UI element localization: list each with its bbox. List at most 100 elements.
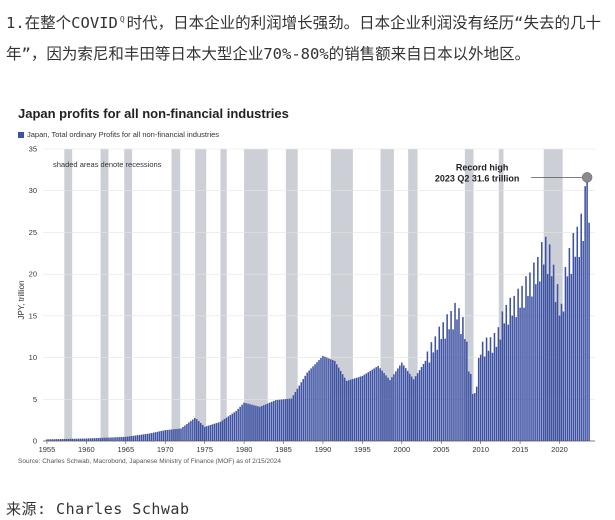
bar-209 bbox=[458, 308, 460, 441]
bar-250 bbox=[539, 281, 541, 441]
bar-55 bbox=[154, 432, 157, 441]
x-tick-label-10: 2005 bbox=[433, 445, 450, 454]
chart-legend: Japan, Total ordinary Profits for all no… bbox=[18, 130, 219, 139]
legend-label: Japan, Total ordinary Profits for all no… bbox=[27, 130, 220, 139]
bar-36 bbox=[117, 437, 119, 441]
x-tick-label-13: 2020 bbox=[551, 445, 568, 454]
bar-138 bbox=[318, 360, 320, 441]
recession-band-11 bbox=[464, 149, 474, 441]
bar-262 bbox=[562, 311, 565, 441]
bar-96 bbox=[235, 410, 237, 441]
record-high-marker bbox=[581, 172, 593, 183]
bar-118 bbox=[278, 399, 281, 441]
bar-74 bbox=[192, 419, 194, 441]
bar-243 bbox=[525, 276, 527, 441]
bar-206 bbox=[452, 329, 454, 441]
bar-270 bbox=[578, 257, 580, 441]
y-tick-label-5: 25 bbox=[29, 228, 37, 237]
bar-103 bbox=[249, 404, 251, 441]
bar-258 bbox=[554, 302, 557, 441]
bar-166 bbox=[373, 368, 375, 441]
y-tick-label-4: 20 bbox=[29, 270, 37, 279]
bar-211 bbox=[462, 317, 464, 441]
bar-68 bbox=[180, 428, 182, 441]
bar-182 bbox=[404, 368, 407, 441]
bar-164 bbox=[369, 370, 372, 441]
bar-15 bbox=[75, 438, 78, 441]
bar-35 bbox=[115, 437, 117, 441]
bar-176 bbox=[393, 374, 395, 441]
bar-259 bbox=[556, 284, 559, 441]
bar-149 bbox=[339, 370, 342, 441]
bar-146 bbox=[334, 360, 336, 441]
recession-band-7 bbox=[285, 149, 298, 441]
bar-191 bbox=[422, 363, 425, 441]
x-tick-label-2: 1965 bbox=[117, 445, 134, 454]
bar-240 bbox=[519, 307, 521, 441]
bar-44 bbox=[132, 435, 135, 441]
bar-62 bbox=[168, 429, 170, 441]
bar-135 bbox=[312, 366, 314, 441]
bar-83 bbox=[209, 424, 212, 441]
bar-92 bbox=[227, 416, 230, 441]
bar-204 bbox=[448, 329, 450, 441]
bar-16 bbox=[77, 438, 80, 441]
bar-39 bbox=[123, 436, 125, 441]
bar-202 bbox=[444, 338, 446, 441]
recession-band-0 bbox=[64, 149, 73, 441]
bar-187 bbox=[414, 376, 417, 441]
x-tick-label-5: 1980 bbox=[236, 445, 253, 454]
bar-255 bbox=[548, 244, 551, 441]
bar-272 bbox=[582, 241, 584, 441]
bar-130 bbox=[302, 379, 304, 441]
bar-3 bbox=[52, 439, 54, 441]
bar-2 bbox=[50, 439, 52, 441]
bar-20 bbox=[85, 438, 88, 441]
bar-274 bbox=[586, 177, 588, 441]
bar-171 bbox=[383, 373, 385, 441]
bar-38 bbox=[121, 436, 123, 441]
bar-232 bbox=[503, 323, 506, 441]
bar-99 bbox=[241, 404, 243, 441]
bar-14 bbox=[73, 438, 76, 441]
bar-48 bbox=[140, 434, 143, 441]
bar-193 bbox=[426, 351, 429, 441]
bar-140 bbox=[322, 355, 324, 441]
bar-244 bbox=[527, 295, 529, 441]
bar-271 bbox=[580, 213, 582, 441]
bar-128 bbox=[298, 385, 301, 441]
y-axis-title: JPY, trillion bbox=[17, 281, 26, 320]
recession-band-6 bbox=[244, 149, 268, 441]
bar-168 bbox=[377, 365, 379, 441]
bar-4 bbox=[54, 439, 56, 441]
bar-116 bbox=[274, 400, 277, 441]
bar-161 bbox=[363, 374, 366, 441]
bar-133 bbox=[308, 370, 310, 441]
bar-49 bbox=[142, 434, 145, 441]
bar-150 bbox=[341, 374, 344, 441]
bar-19 bbox=[83, 438, 86, 441]
bar-91 bbox=[225, 417, 228, 441]
bar-134 bbox=[310, 368, 312, 441]
recession-band-3 bbox=[171, 149, 181, 441]
bar-246 bbox=[531, 296, 533, 441]
intro-prefix: 1.在整个COVID bbox=[6, 14, 118, 33]
bar-233 bbox=[505, 304, 508, 441]
bar-94 bbox=[231, 413, 234, 441]
bar-212 bbox=[464, 339, 466, 441]
x-tick-label-0: 1955 bbox=[39, 445, 56, 454]
bar-108 bbox=[259, 406, 261, 441]
bar-207 bbox=[454, 302, 456, 441]
bar-54 bbox=[152, 432, 155, 441]
bar-223 bbox=[485, 337, 488, 441]
bar-24 bbox=[93, 438, 96, 441]
bar-64 bbox=[172, 429, 174, 441]
x-tick-label-1: 1960 bbox=[78, 445, 95, 454]
bar-27 bbox=[99, 437, 101, 441]
bar-18 bbox=[81, 438, 84, 441]
bar-57 bbox=[158, 431, 161, 441]
bar-63 bbox=[170, 429, 172, 441]
bar-237 bbox=[513, 295, 515, 441]
bar-102 bbox=[247, 403, 249, 441]
